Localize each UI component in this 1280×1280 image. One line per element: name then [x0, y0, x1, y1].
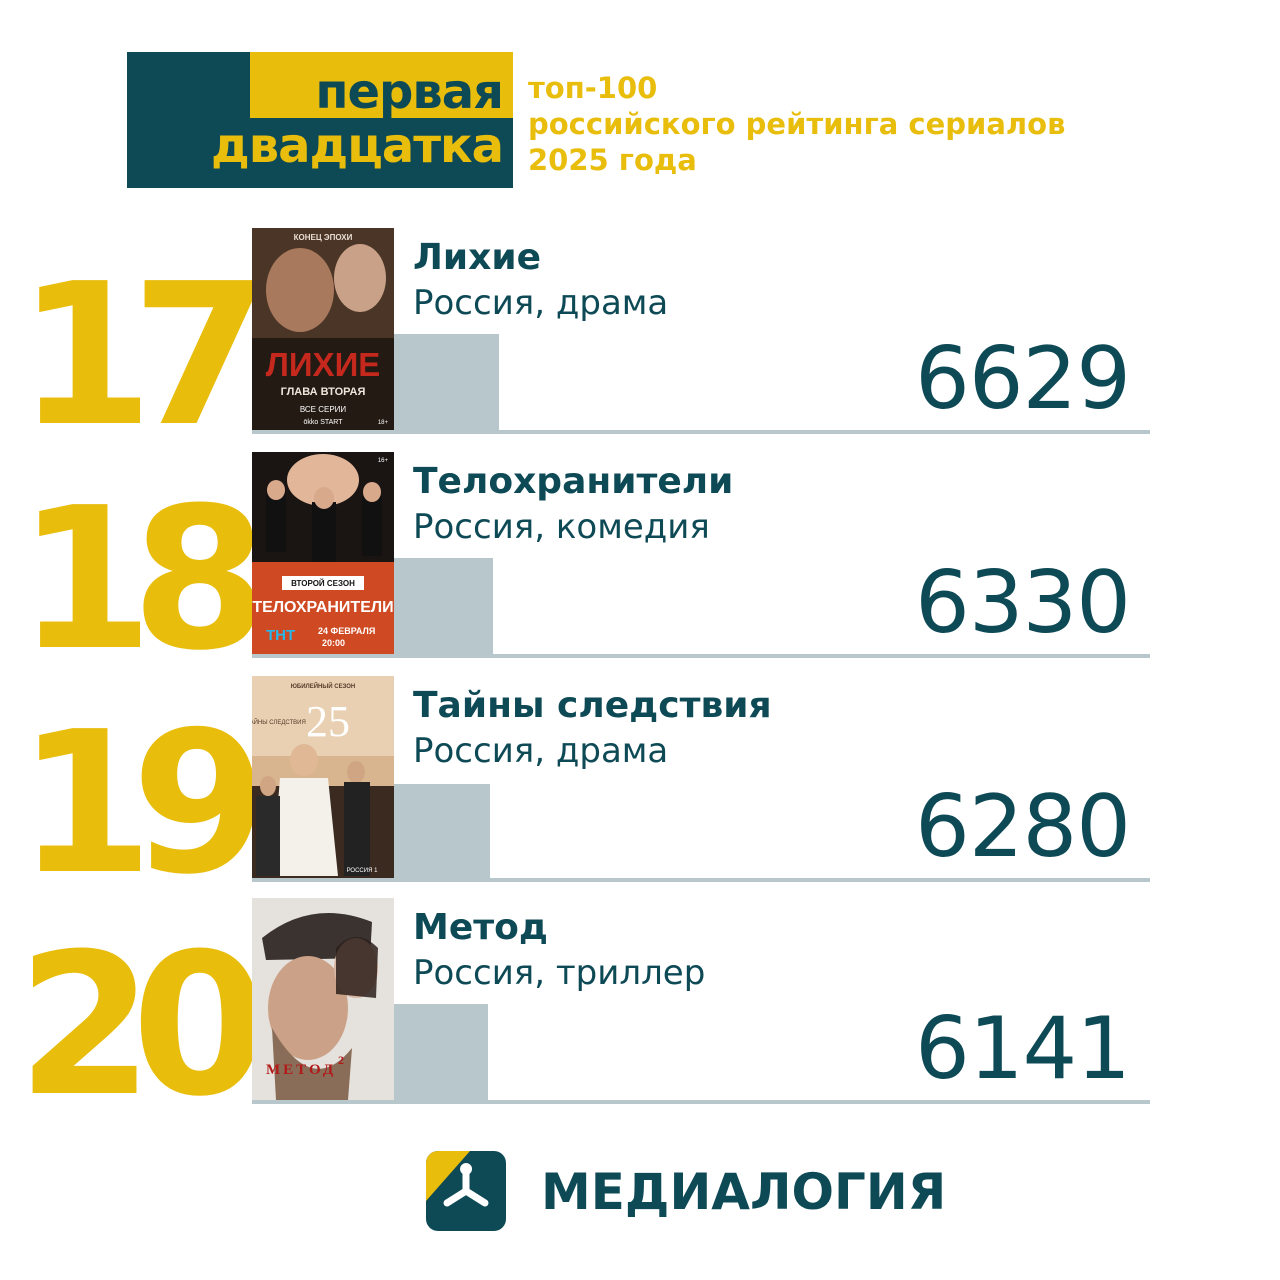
rank-number: 19 [17, 690, 268, 918]
subtitle-line: 2025 года [528, 143, 697, 177]
row-baseline [252, 878, 1150, 882]
svg-text:20:00: 20:00 [322, 638, 345, 648]
row-baseline [252, 1100, 1150, 1104]
svg-text:18+: 18+ [378, 420, 389, 426]
svg-text:ЮБИЛЕЙНЫЙ СЕЗОН: ЮБИЛЕЙНЫЙ СЕЗОН [291, 682, 356, 690]
rating-bar [394, 334, 499, 430]
rating-value: 6629 [915, 329, 1131, 429]
row-baseline [252, 430, 1150, 434]
header-tab-yellow-top [250, 52, 513, 118]
svg-text:МЕТОД: МЕТОД [266, 1062, 336, 1078]
medialogia-logo-icon [426, 1151, 506, 1231]
poster-art: ВТОРОЙ СЕЗОН ТЕЛОХРАНИТЕЛИ ТНТ 24 ФЕВРАЛЯ 20… [252, 452, 394, 654]
ranking-row: 17 КОНЕЦ ЭПОХИ ЛИХИЕ ГЛАВА ВТОРАЯ ВСЕ СЕРИИ ō… [0, 228, 1280, 454]
rank-number: 17 [17, 242, 268, 470]
rating-bar [394, 784, 490, 878]
series-meta: Россия, драма [413, 731, 669, 771]
svg-text:16+: 16+ [378, 458, 389, 464]
svg-text:ВТОРОЙ СЕЗОН: ВТОРОЙ СЕЗОН [291, 579, 355, 588]
svg-text:25: 25 [306, 697, 350, 746]
series-title: Телохранители [413, 461, 734, 502]
svg-text:ВСЕ СЕРИИ: ВСЕ СЕРИИ [300, 405, 347, 414]
series-title: Метод [413, 907, 548, 948]
row-baseline [252, 654, 1150, 658]
series-meta: Россия, триллер [413, 953, 706, 993]
svg-text:ТЕЛОХРАНИТЕЛИ: ТЕЛОХРАНИТЕЛИ [252, 599, 393, 616]
ranking-row: 20 МЕТОД 2 Метод Россия, триллер 6141 [0, 898, 1280, 1124]
series-title: Лихие [413, 237, 541, 278]
poster-image: МЕТОД 2 [252, 898, 394, 1100]
header-line1: первая [315, 64, 504, 120]
rating-bar [394, 1004, 488, 1100]
poster-art: КОНЕЦ ЭПОХИ ЛИХИЕ ГЛАВА ВТОРАЯ ВСЕ СЕРИИ ōkk… [252, 228, 394, 430]
series-title: Тайны следствия [413, 685, 772, 726]
subtitle-line: российского рейтинга сериалов [528, 107, 1066, 141]
rating-value: 6141 [915, 999, 1131, 1099]
svg-text:ЛИХИЕ: ЛИХИЕ [266, 346, 381, 383]
rank-number: 18 [17, 466, 268, 694]
poster-image: ЮБИЛЕЙНЫЙ СЕЗОН 25 ТАЙНЫ СЛЕДСТВИЯ РОССИЯ 1 [252, 676, 394, 878]
svg-text:2: 2 [338, 1053, 344, 1067]
rating-value: 6280 [915, 777, 1131, 877]
svg-text:24 ФЕВРАЛЯ: 24 ФЕВРАЛЯ [318, 626, 375, 636]
svg-text:ōkko START: ōkko START [303, 419, 343, 426]
subtitle: топ-100 российского рейтинга сериалов 20… [528, 70, 1065, 178]
series-meta: Россия, драма [413, 283, 669, 323]
rank-number: 20 [17, 912, 268, 1140]
subtitle-line: топ-100 [528, 71, 658, 105]
svg-text:ТАЙНЫ СЛЕДСТВИЯ: ТАЙНЫ СЛЕДСТВИЯ [252, 718, 306, 726]
medialogia-logo-text: МЕДИАЛОГИЯ [541, 1163, 947, 1221]
rating-bar [394, 558, 493, 654]
ranking-row: 18 ВТОРОЙ СЕЗОН ТЕЛОХРАНИТЕЛИ ТНТ 24 ФЕВРАЛЯ… [0, 452, 1280, 678]
poster-image: КОНЕЦ ЭПОХИ ЛИХИЕ ГЛАВА ВТОРАЯ ВСЕ СЕРИИ ōkk… [252, 228, 394, 430]
svg-text:КОНЕЦ ЭПОХИ: КОНЕЦ ЭПОХИ [294, 233, 353, 242]
ranking-row: 19 ЮБИЛЕЙНЫЙ СЕЗОН 25 ТАЙНЫ СЛЕДСТВИЯ РОССИЯ… [0, 676, 1280, 902]
svg-text:ГЛАВА ВТОРАЯ: ГЛАВА ВТОРАЯ [281, 386, 366, 398]
svg-text:РОССИЯ 1: РОССИЯ 1 [347, 868, 379, 874]
poster-image: ВТОРОЙ СЕЗОН ТЕЛОХРАНИТЕЛИ ТНТ 24 ФЕВРАЛЯ 20… [252, 452, 394, 654]
svg-text:ТНТ: ТНТ [266, 627, 295, 644]
series-meta: Россия, комедия [413, 507, 710, 547]
rating-value: 6330 [915, 553, 1131, 653]
header-line2: двадцатка [210, 118, 504, 174]
